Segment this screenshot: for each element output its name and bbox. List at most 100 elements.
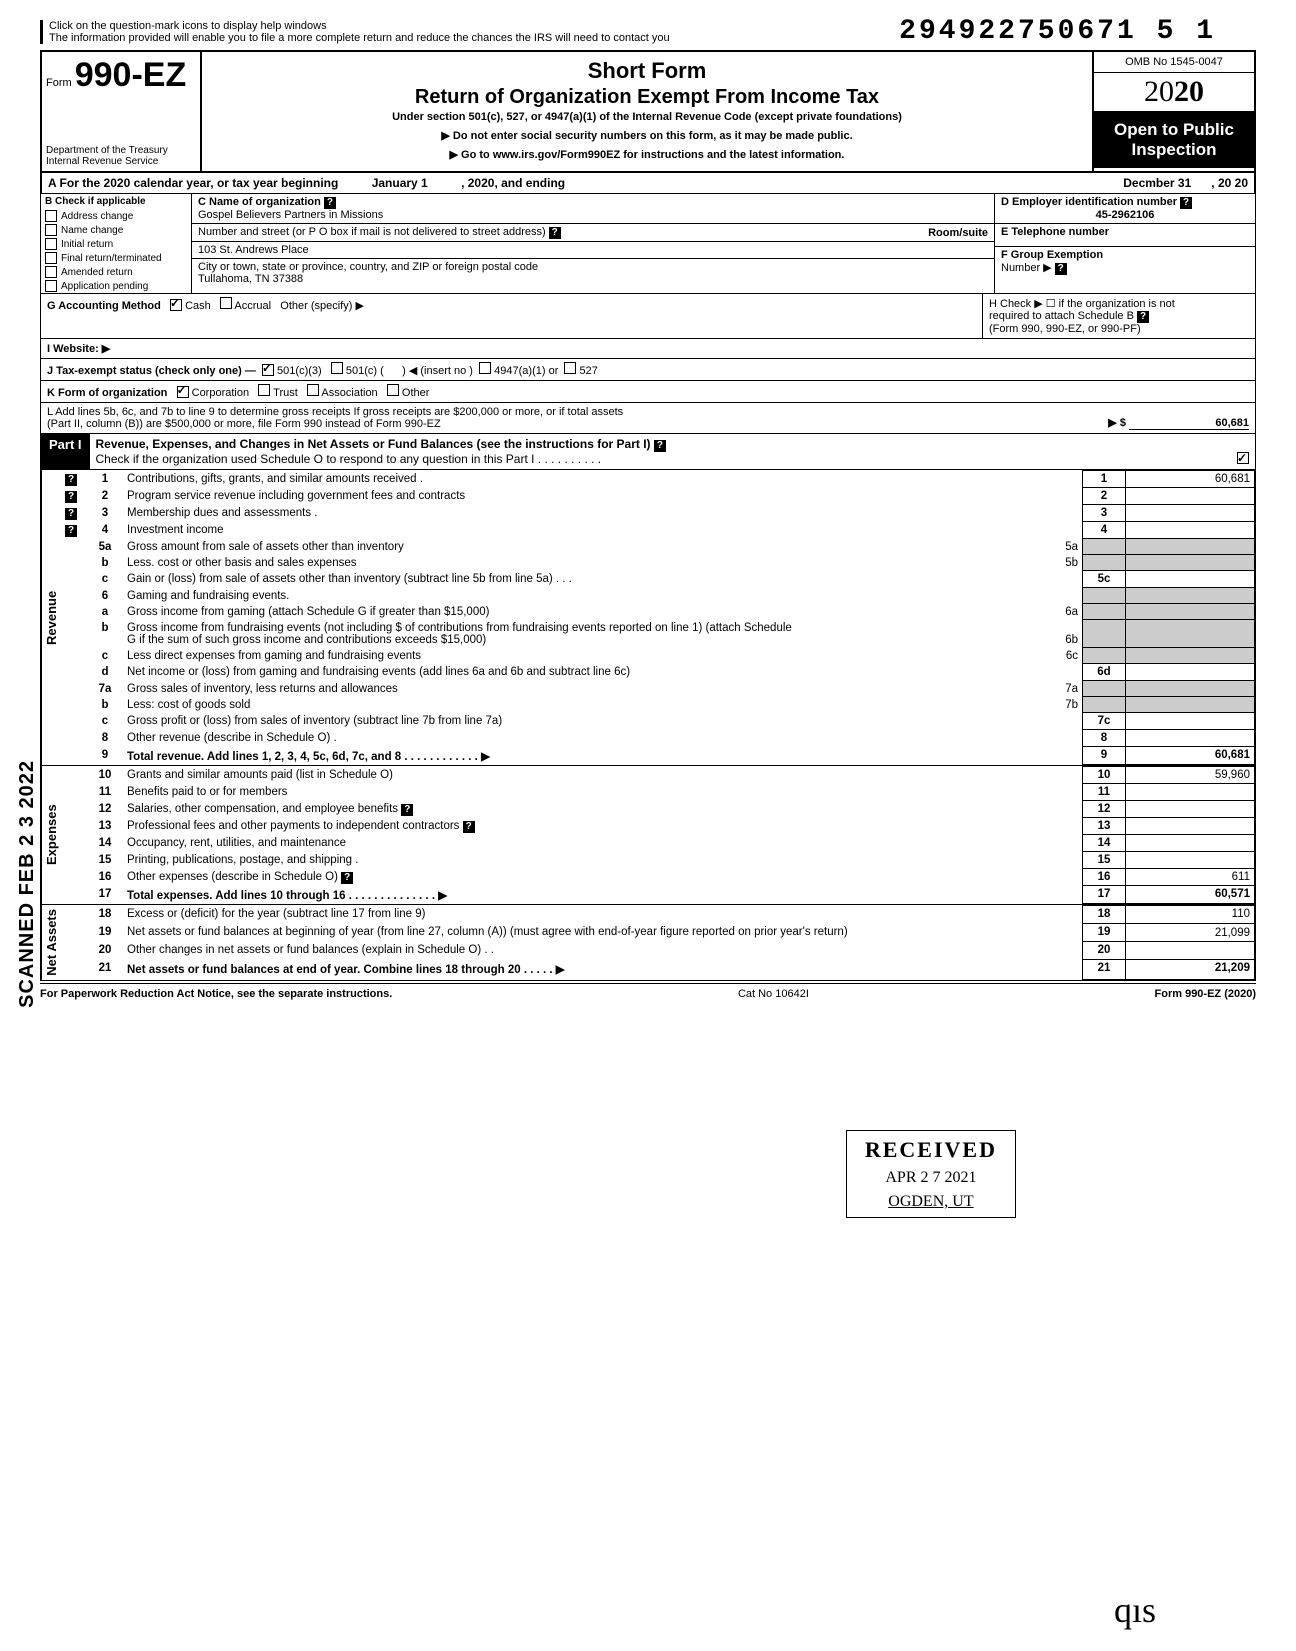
line-5a: 5a Gross amount from sale of assets othe… [61, 539, 1255, 555]
dept-treasury: Department of the Treasury [46, 145, 196, 156]
part-i-title: Revenue, Expenses, and Changes in Net As… [96, 437, 651, 451]
chk-final-return[interactable]: Final return/terminated [41, 251, 191, 265]
revenue-section: Revenue ? 1Contributions, gifts, grants,… [40, 470, 1256, 766]
part-i-check: Check if the organization used Schedule … [96, 452, 602, 466]
help-icon[interactable]: ? [65, 474, 77, 486]
line-8: 8Other revenue (describe in Schedule O) … [61, 730, 1255, 747]
form-subtitle: Under section 501(c), 527, or 4947(a)(1)… [210, 111, 1084, 123]
ein-value: 45-2962106 [1001, 209, 1249, 221]
part-i-header: Part I Revenue, Expenses, and Changes in… [40, 434, 1256, 470]
line-a-prefix: A For the 2020 calendar year, or tax yea… [48, 176, 338, 190]
city-label: City or town, state or province, country… [198, 261, 538, 273]
line-12: 12Salaries, other compensation, and empl… [61, 801, 1255, 818]
line-l-1: L Add lines 5b, 6c, and 7b to line 9 to … [47, 406, 1108, 418]
chk-schedule-o[interactable] [1237, 452, 1249, 464]
help-icon[interactable]: ? [65, 525, 77, 537]
line-h-3: (Form 990, 990-EZ, or 990-PF) [989, 323, 1249, 335]
box-c-label: C Name of organization [198, 196, 321, 208]
footer-right: Form 990-EZ (2020) [1155, 988, 1256, 1000]
line-10: 10Grants and similar amounts paid (list … [61, 767, 1255, 784]
chk-trust[interactable] [258, 384, 270, 396]
help-icon[interactable]: ? [1055, 263, 1067, 275]
chk-corporation[interactable] [177, 386, 189, 398]
line-j-label: J Tax-exempt status (check only one) — [47, 365, 256, 377]
part-i-label: Part I [41, 434, 90, 469]
help-icon[interactable]: ? [324, 197, 336, 209]
line-4: ? 4Investment income 4 [61, 522, 1255, 539]
line-l-arrow: ▶ $ [1108, 417, 1126, 429]
box-e-label: E Telephone number [1001, 226, 1109, 238]
help-icon[interactable]: ? [341, 872, 353, 884]
chk-name-change[interactable]: Name change [41, 223, 191, 237]
chk-initial-return[interactable]: Initial return [41, 237, 191, 251]
box-c: C Name of organization ? Gospel Believer… [192, 194, 994, 293]
help-icon[interactable]: ? [401, 804, 413, 816]
accrual-label: Accrual [234, 300, 271, 312]
tax-year: 2020 [1094, 73, 1254, 112]
line-16: 16Other expenses (describe in Schedule O… [61, 869, 1255, 886]
opt-501c3: 501(c)(3) [277, 365, 322, 377]
received-title: RECEIVED [865, 1137, 997, 1163]
footer-left: For Paperwork Reduction Act Notice, see … [40, 988, 392, 1000]
chk-527[interactable] [564, 362, 576, 374]
line-18: 18Excess or (deficit) for the year (subt… [61, 906, 1255, 924]
line-17: 17Total expenses. Add lines 10 through 1… [61, 886, 1255, 904]
line-3: ? 3Membership dues and assessments . 3 [61, 505, 1255, 522]
line-a-tax-year: A For the 2020 calendar year, or tax yea… [40, 173, 1256, 194]
cash-label: Cash [185, 300, 211, 312]
line-g-label: G Accounting Method [47, 300, 161, 312]
open-public-badge: Open to Public Inspection [1094, 112, 1254, 168]
help-icon[interactable]: ? [65, 491, 77, 503]
row-g-h: G Accounting Method Cash Accrual Other (… [40, 294, 1256, 339]
help-icon[interactable]: ? [463, 821, 475, 833]
chk-501c[interactable] [331, 362, 343, 374]
help-icon[interactable]: ? [654, 440, 666, 452]
help-icon[interactable]: ? [1180, 197, 1192, 209]
line-a-end: Decmber 31 [1123, 176, 1191, 190]
line-l-2: (Part II, column (B)) are $500,000 or mo… [47, 418, 1108, 430]
opt-trust: Trust [273, 387, 298, 399]
chk-amended[interactable]: Amended return [41, 265, 191, 279]
line-k-label: K Form of organization [47, 387, 167, 399]
line-a-suffix: , 20 20 [1211, 176, 1248, 190]
expenses-table: 10Grants and similar amounts paid (list … [61, 766, 1255, 904]
line-7c: cGross profit or (loss) from sales of in… [61, 713, 1255, 730]
org-name: Gospel Believers Partners in Missions [198, 209, 383, 221]
line-9: 9Total revenue. Add lines 1, 2, 3, 4, 5c… [61, 747, 1255, 765]
line-h-2: required to attach Schedule B [989, 310, 1134, 322]
form-title: Return of Organization Exempt From Incom… [210, 86, 1084, 109]
side-net-assets: Net Assets [41, 905, 61, 980]
line-6b: b Gross income from fundraising events (… [61, 620, 1255, 648]
chk-4947[interactable] [479, 362, 491, 374]
chk-assoc[interactable] [307, 384, 319, 396]
line-6a: a Gross income from gaming (attach Sched… [61, 604, 1255, 620]
opt-corp: Corporation [192, 387, 249, 399]
line-l-amount: 60,681 [1129, 417, 1249, 430]
chk-address-change[interactable]: Address change [41, 209, 191, 223]
footer-mid: Cat No 10642I [738, 988, 809, 1000]
chk-501c3[interactable] [262, 364, 274, 376]
received-date: APR 2 7 2021 [865, 1169, 997, 1187]
chk-application-pending[interactable]: Application pending [41, 279, 191, 293]
help-icon[interactable]: ? [1137, 311, 1149, 323]
form-number: 990-EZ [75, 56, 187, 94]
line-21: 21Net assets or fund balances at end of … [61, 960, 1255, 979]
line-5b: b Less. cost or other basis and sales ex… [61, 555, 1255, 571]
help-icon[interactable]: ? [65, 508, 77, 520]
line-1: ? 1Contributions, gifts, grants, and sim… [61, 471, 1255, 488]
line-2: ? 2Program service revenue including gov… [61, 488, 1255, 505]
line-k: K Form of organization Corporation Trust… [40, 381, 1256, 403]
chk-accrual[interactable] [220, 297, 232, 309]
box-b-header: B Check if applicable [41, 194, 191, 209]
help-icon[interactable]: ? [549, 227, 561, 239]
street-value: 103 St. Andrews Place [198, 244, 309, 256]
received-location: OGDEN, UT [865, 1193, 997, 1211]
footer: For Paperwork Reduction Act Notice, see … [40, 983, 1256, 1000]
line-h-1: H Check ▶ ☐ if the organization is not [989, 297, 1249, 310]
chk-other-org[interactable] [387, 384, 399, 396]
line-7a: 7a Gross sales of inventory, less return… [61, 681, 1255, 697]
chk-cash[interactable] [170, 299, 182, 311]
opt-4947: 4947(a)(1) or [494, 365, 558, 377]
line-6d: dNet income or (loss) from gaming and fu… [61, 664, 1255, 681]
street-label: Number and street (or P O box if mail is… [198, 226, 546, 238]
